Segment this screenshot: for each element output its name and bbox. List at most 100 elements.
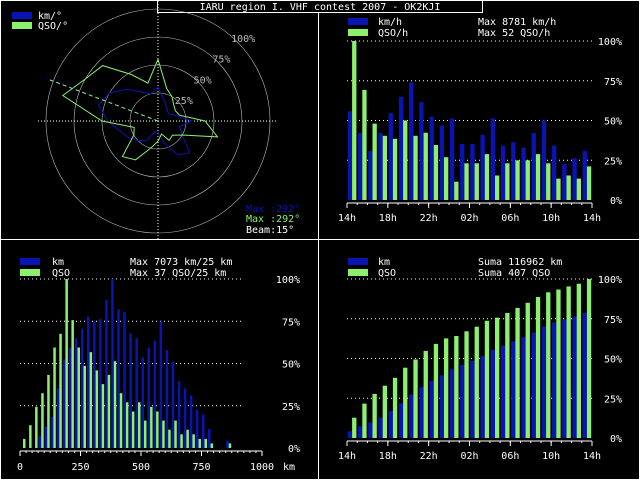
beam-max-qso-line bbox=[49, 79, 159, 122]
bar-km bbox=[388, 113, 393, 200]
bar-qso bbox=[403, 120, 408, 200]
max-km-h: Max 8781 km/h bbox=[478, 17, 556, 28]
x-tick-label: 250 bbox=[71, 462, 89, 473]
bar-qso bbox=[198, 438, 201, 448]
bar-km bbox=[572, 316, 577, 438]
x-tick-label: 06h bbox=[501, 451, 519, 462]
x-tick-label: 22h bbox=[420, 213, 438, 224]
cumulative-bars bbox=[347, 279, 592, 438]
y-tick-label: 25% bbox=[282, 402, 300, 413]
bar-qso bbox=[464, 331, 469, 438]
legend-swatch-km-dist bbox=[20, 258, 40, 265]
bar-km bbox=[419, 102, 424, 200]
legend-label-km-dist: km bbox=[52, 257, 64, 268]
y-tick-label: 50% bbox=[282, 360, 300, 371]
bar-qso bbox=[180, 434, 183, 448]
bar-qso bbox=[403, 367, 408, 438]
bar-km bbox=[165, 350, 169, 448]
x-tick-label: 22h bbox=[420, 451, 438, 462]
bar-qso bbox=[586, 166, 592, 200]
bar-km bbox=[141, 357, 144, 448]
title-box bbox=[157, 0, 483, 13]
bar-qso bbox=[362, 403, 367, 438]
bar-km bbox=[460, 365, 465, 438]
legend-swatch-qso-dist bbox=[20, 269, 40, 276]
bar-qso bbox=[566, 175, 571, 200]
bar-km bbox=[582, 312, 587, 438]
bar-km bbox=[226, 440, 229, 448]
bar-km bbox=[81, 328, 84, 448]
bar-km bbox=[38, 436, 42, 448]
distance-bars bbox=[23, 279, 232, 448]
ring-label-100: 100% bbox=[231, 34, 255, 45]
bar-qso bbox=[107, 374, 111, 448]
bar-qso bbox=[474, 326, 479, 438]
y-tick-label: 75% bbox=[604, 315, 622, 326]
polar-series-km bbox=[97, 86, 193, 156]
legend-swatch-qso bbox=[12, 22, 32, 29]
ring-label-75: 75% bbox=[212, 55, 230, 66]
distance-ticks: 0% 25% 50% 75% 100% 0 250 500 750 1000 bbox=[17, 275, 300, 473]
bar-km bbox=[202, 414, 205, 448]
bar-km bbox=[56, 388, 60, 448]
bar-qso bbox=[556, 178, 561, 200]
bar-km bbox=[111, 279, 114, 448]
bar-qso bbox=[535, 297, 541, 438]
bar-km bbox=[117, 309, 120, 448]
bar-qso bbox=[546, 163, 551, 200]
bar-qso bbox=[382, 135, 387, 200]
bar-km bbox=[99, 319, 102, 448]
bar-qso bbox=[47, 374, 50, 448]
bar-qso bbox=[392, 138, 398, 200]
bar-qso bbox=[464, 163, 469, 200]
bar-qso bbox=[71, 320, 74, 448]
bar-km bbox=[378, 417, 383, 438]
y-tick-label: 75% bbox=[282, 317, 300, 328]
bar-km bbox=[521, 147, 526, 200]
bar-qso bbox=[65, 279, 68, 448]
bar-qso bbox=[576, 283, 581, 438]
bar-km bbox=[123, 311, 126, 448]
bar-qso bbox=[444, 157, 449, 200]
bar-km bbox=[490, 349, 495, 438]
max-km-direction: Max :292° bbox=[246, 204, 300, 215]
bar-qso bbox=[168, 429, 171, 448]
x-tick-label: 0 bbox=[17, 462, 23, 473]
bar-qso bbox=[125, 402, 129, 448]
bar-qso bbox=[150, 406, 153, 448]
legend-label-km: km/° bbox=[38, 11, 62, 22]
bar-km bbox=[500, 345, 506, 438]
legend-label-qso: QSO/° bbox=[38, 21, 68, 32]
bar-qso bbox=[484, 320, 490, 438]
y-tick-label: 0% bbox=[610, 196, 622, 207]
bar-km bbox=[562, 163, 567, 200]
bar-qso bbox=[433, 145, 439, 200]
bar-km bbox=[358, 133, 363, 200]
max-km-dist: Max 7073 km/25 km bbox=[130, 257, 232, 268]
bar-qso bbox=[576, 178, 581, 200]
bar-qso bbox=[454, 336, 459, 438]
bar-km bbox=[449, 369, 455, 438]
bar-km bbox=[480, 134, 485, 200]
ring-label-50: 50% bbox=[194, 75, 212, 86]
bar-qso bbox=[156, 411, 159, 448]
bar-km bbox=[541, 326, 547, 438]
bar-qso bbox=[382, 385, 387, 438]
bar-qso bbox=[525, 160, 530, 201]
bar-qso bbox=[362, 89, 367, 200]
bar-qso bbox=[138, 402, 141, 448]
bar-km bbox=[177, 381, 181, 448]
bar-km bbox=[87, 316, 90, 448]
legend-label-qso-dist: QSO bbox=[52, 268, 70, 279]
legend-swatch-qso-h bbox=[348, 29, 368, 36]
bar-km bbox=[460, 143, 465, 200]
max-qso-direction: Max :292° bbox=[246, 214, 300, 225]
x-tick-label: 06h bbox=[501, 213, 519, 224]
bar-km bbox=[429, 380, 434, 438]
bar-qso bbox=[35, 406, 38, 448]
bar-qso bbox=[546, 292, 551, 438]
beam-width: Beam:15° bbox=[246, 225, 294, 236]
bar-qso bbox=[484, 154, 490, 200]
bar-km bbox=[171, 362, 175, 448]
y-tick-label: 100% bbox=[598, 37, 622, 48]
